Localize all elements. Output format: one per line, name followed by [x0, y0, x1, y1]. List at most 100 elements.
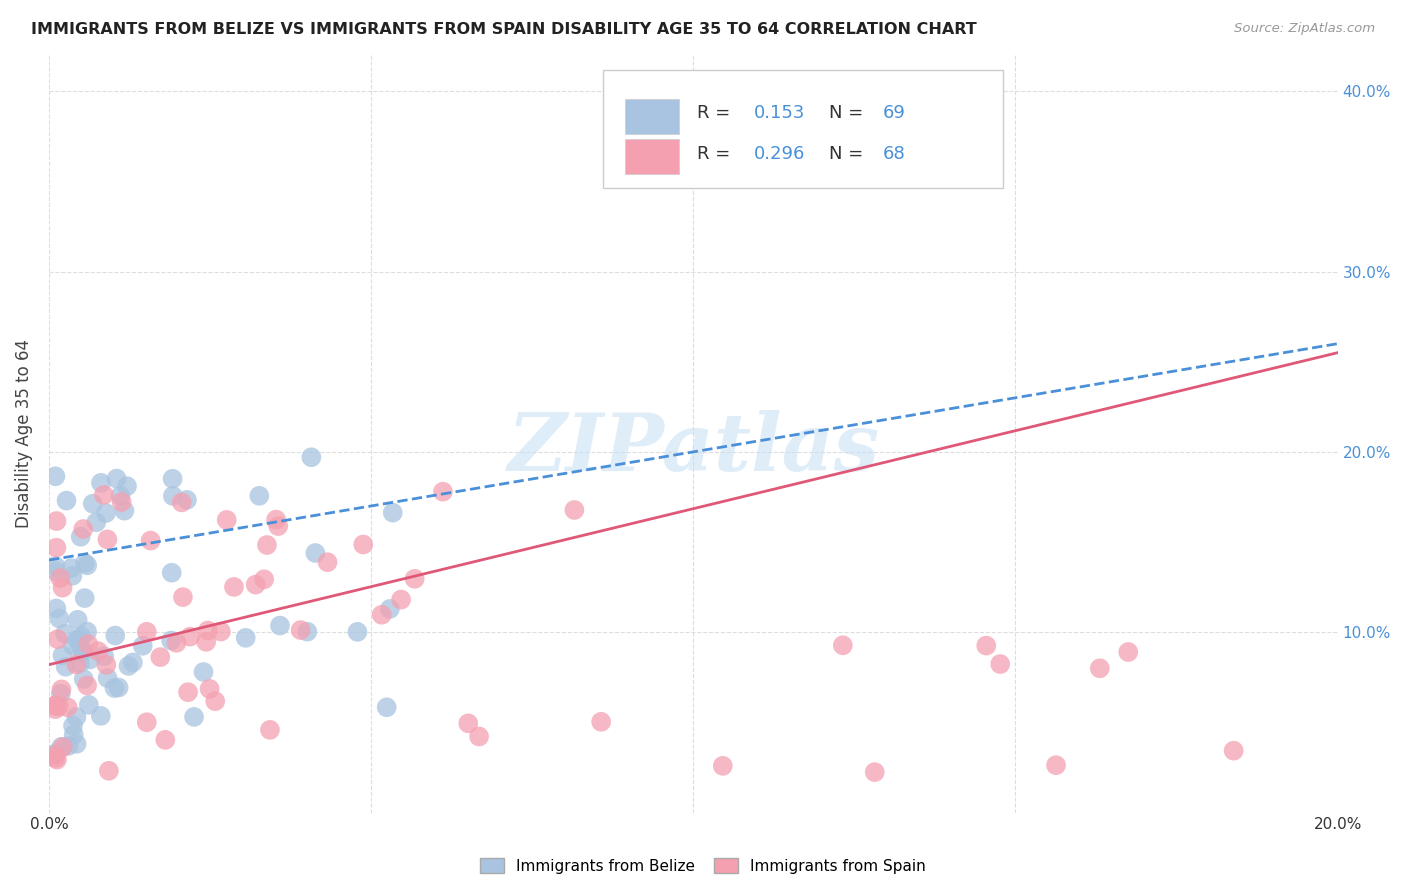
Point: [96, 533, 118, 547]
Point: [69, 530, 91, 544]
Point: [62, 728, 84, 742]
Point: [132, 639, 155, 653]
Point: [267, 519, 290, 533]
Point: [177, 685, 200, 699]
Point: [66, 632, 89, 647]
Text: 0.296: 0.296: [754, 145, 806, 162]
Point: [45, 514, 67, 528]
Point: [139, 533, 162, 548]
Point: [45, 601, 67, 615]
Point: [591, 714, 613, 729]
Point: [49, 571, 72, 585]
Point: [259, 723, 281, 737]
Text: 0.153: 0.153: [754, 104, 806, 122]
Point: [299, 450, 322, 465]
Point: [107, 681, 129, 695]
Point: [179, 630, 201, 644]
Point: [49, 687, 72, 701]
Point: [204, 694, 226, 708]
Point: [316, 555, 339, 569]
Point: [269, 618, 291, 632]
Point: [67, 632, 90, 647]
Point: [103, 681, 125, 695]
Point: [48, 699, 70, 714]
Point: [170, 495, 193, 509]
Point: [87, 644, 110, 658]
Text: 69: 69: [883, 104, 905, 122]
Point: [73, 556, 96, 570]
Point: [160, 633, 183, 648]
Point: [198, 681, 221, 696]
Point: [346, 624, 368, 639]
Point: [44, 747, 66, 762]
Y-axis label: Disability Age 35 to 64: Disability Age 35 to 64: [15, 339, 32, 528]
Point: [115, 479, 138, 493]
Point: [1222, 744, 1244, 758]
Point: [44, 564, 66, 578]
Point: [197, 624, 219, 638]
Point: [183, 710, 205, 724]
Point: [711, 759, 734, 773]
Point: [66, 613, 89, 627]
Point: [172, 590, 194, 604]
Point: [65, 737, 87, 751]
Point: [256, 538, 278, 552]
Point: [155, 732, 177, 747]
Point: [44, 469, 66, 483]
Point: [55, 493, 77, 508]
Point: [53, 626, 76, 640]
Point: [831, 638, 853, 652]
Point: [93, 649, 115, 664]
Point: [65, 710, 87, 724]
Point: [404, 572, 426, 586]
FancyBboxPatch shape: [626, 139, 679, 174]
Point: [77, 698, 100, 712]
Legend: Immigrants from Belize, Immigrants from Spain: Immigrants from Belize, Immigrants from …: [474, 852, 932, 880]
Point: [55, 659, 77, 673]
Point: [389, 592, 412, 607]
Point: [82, 497, 104, 511]
Point: [104, 629, 127, 643]
Point: [381, 506, 404, 520]
Text: R =: R =: [697, 145, 737, 162]
Point: [352, 537, 374, 551]
Point: [160, 566, 183, 580]
Point: [46, 632, 69, 647]
Point: [97, 764, 120, 778]
Point: [56, 700, 79, 714]
Point: [72, 644, 94, 658]
Point: [60, 561, 83, 575]
Point: [110, 489, 132, 503]
FancyBboxPatch shape: [626, 99, 679, 134]
Point: [44, 747, 66, 761]
Point: [84, 515, 107, 529]
Point: [79, 652, 101, 666]
Point: [432, 484, 454, 499]
Point: [51, 581, 73, 595]
FancyBboxPatch shape: [603, 70, 1002, 187]
Point: [149, 650, 172, 665]
Point: [247, 489, 270, 503]
Point: [176, 492, 198, 507]
Point: [111, 495, 134, 509]
Point: [988, 657, 1011, 671]
Point: [69, 657, 91, 671]
Point: [48, 611, 70, 625]
Text: R =: R =: [697, 104, 737, 122]
Point: [195, 635, 218, 649]
Point: [863, 765, 886, 780]
Point: [135, 624, 157, 639]
Point: [1116, 645, 1139, 659]
Text: N =: N =: [828, 104, 869, 122]
Point: [122, 656, 145, 670]
Point: [304, 546, 326, 560]
Point: [253, 572, 276, 586]
Point: [297, 624, 319, 639]
Text: N =: N =: [828, 145, 869, 162]
Point: [974, 639, 997, 653]
Point: [44, 751, 66, 765]
Point: [52, 739, 75, 754]
Point: [135, 715, 157, 730]
Point: [62, 639, 84, 653]
Point: [76, 678, 98, 692]
